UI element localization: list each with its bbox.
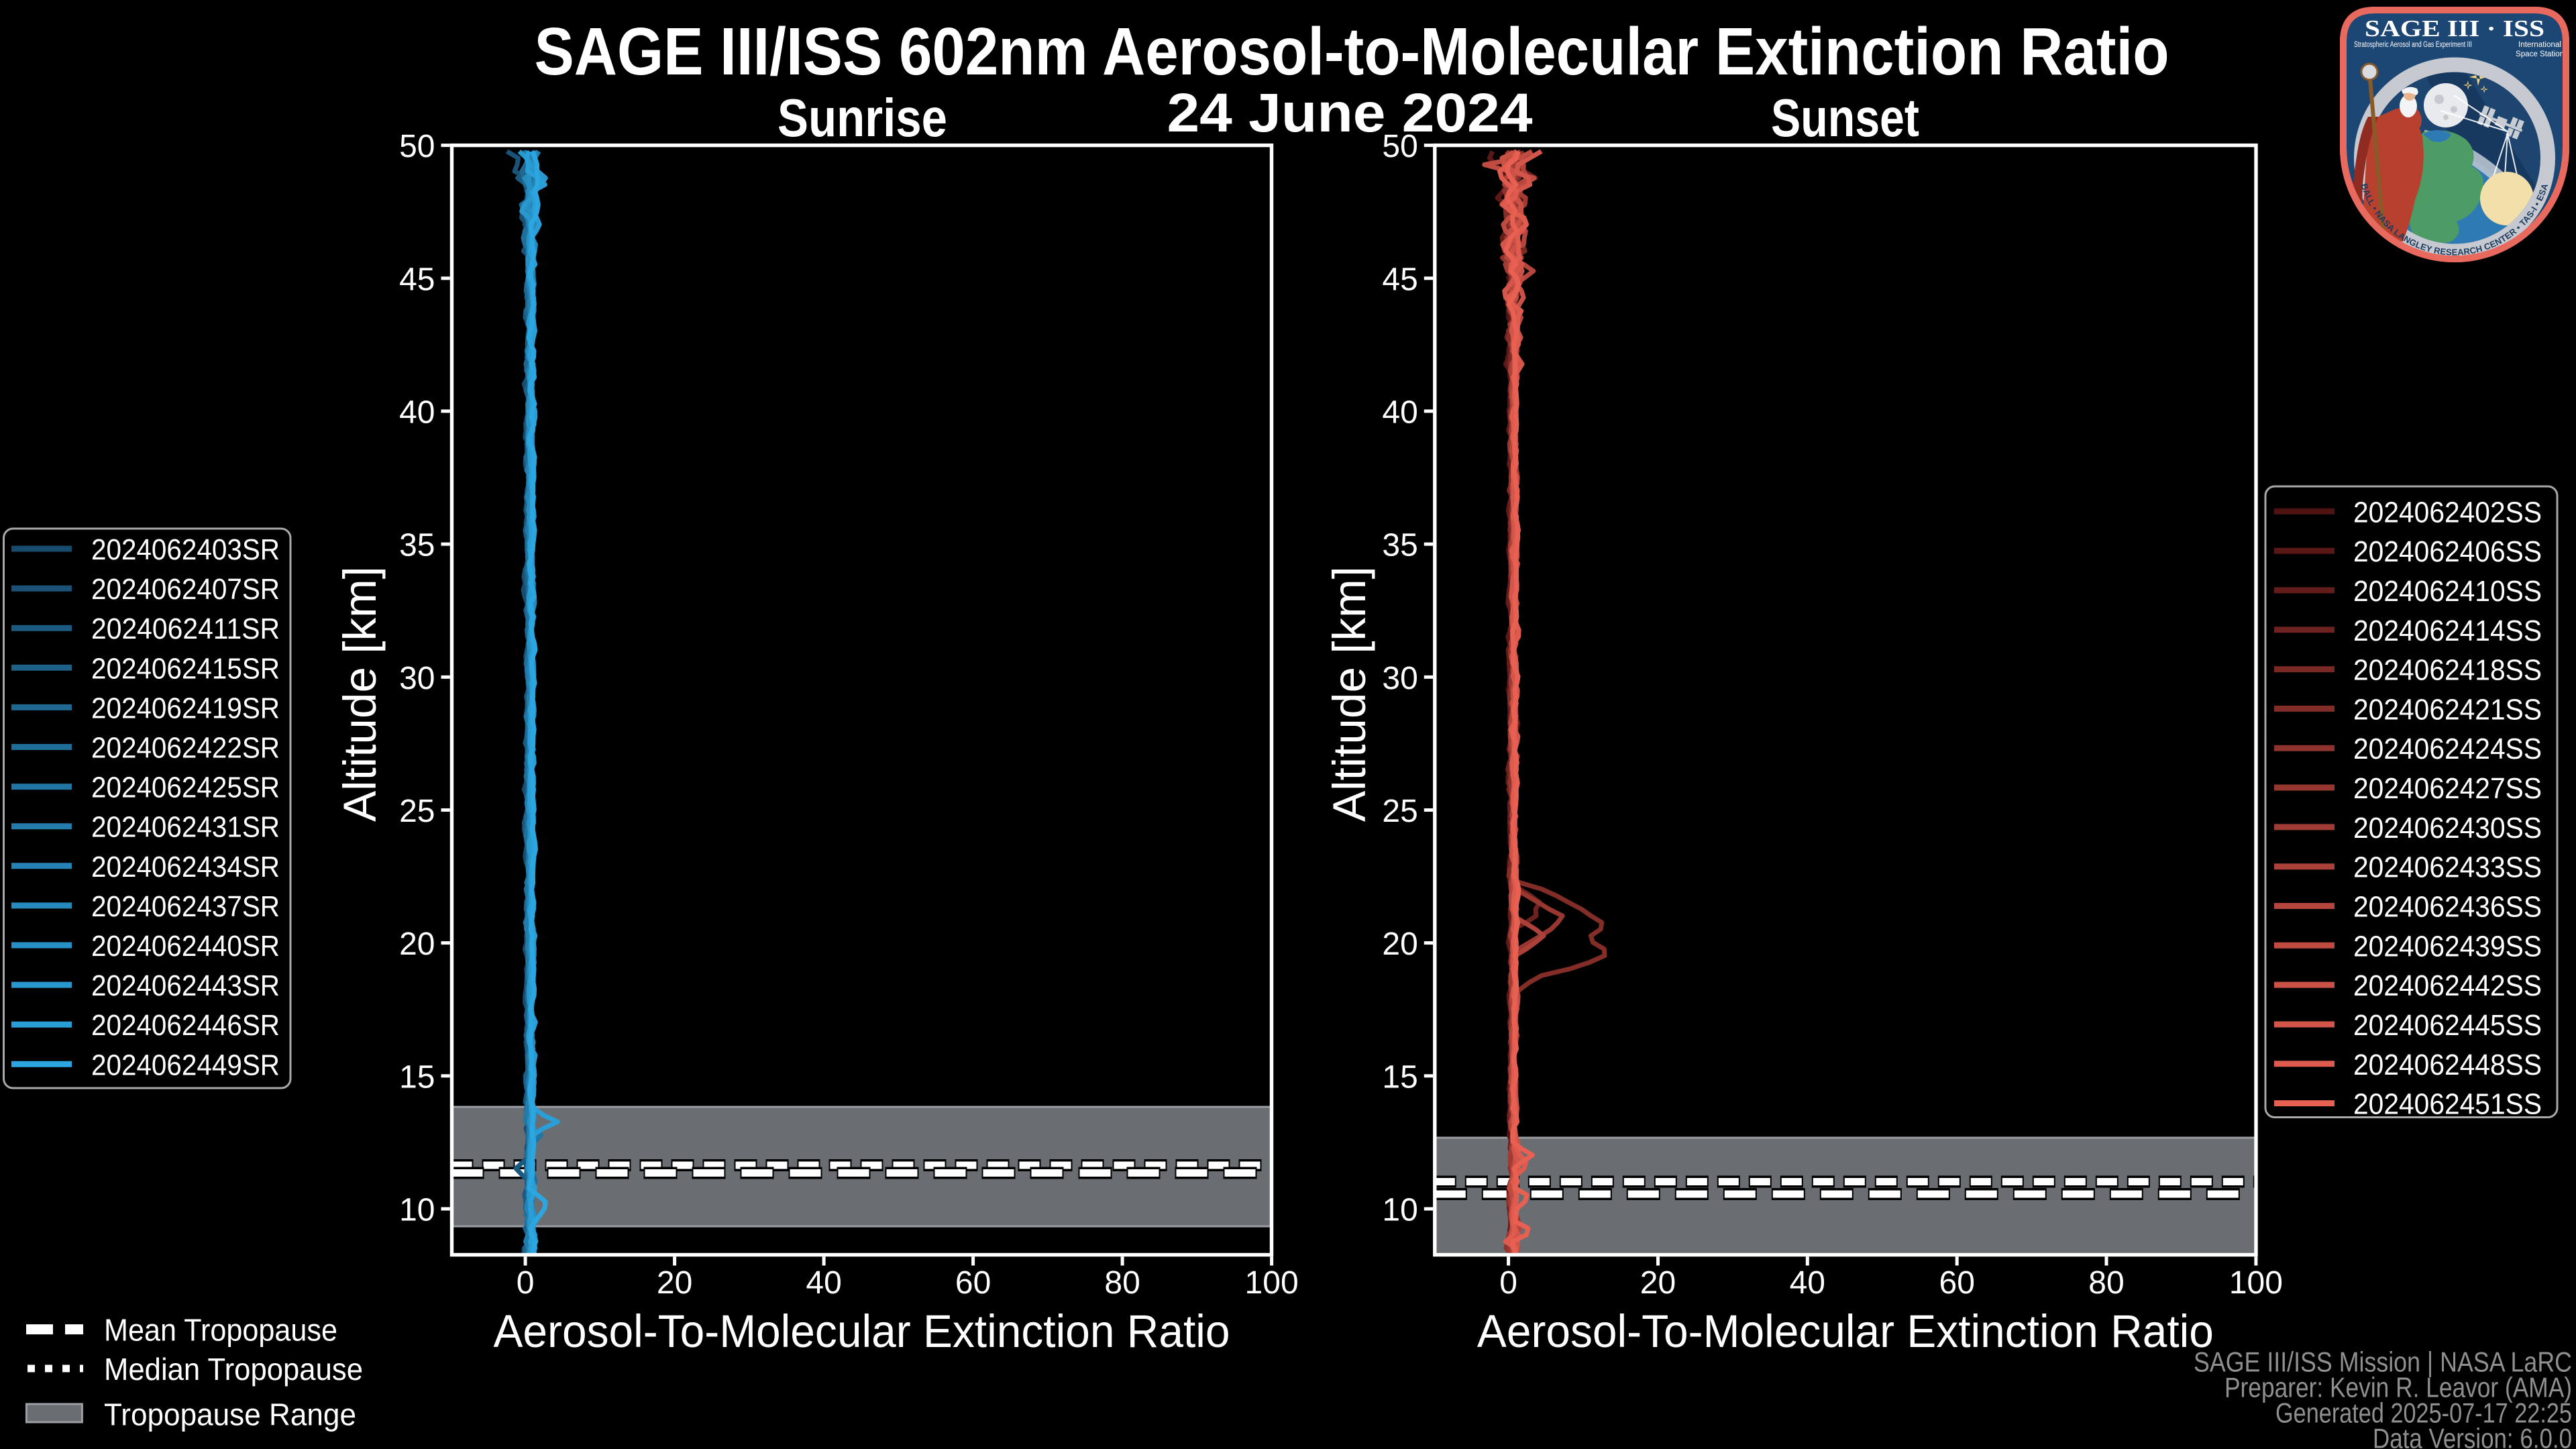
svg-text:40: 40: [1382, 394, 1417, 430]
svg-text:0: 0: [517, 1265, 535, 1301]
svg-text:35: 35: [1382, 528, 1417, 564]
svg-text:50: 50: [1382, 129, 1417, 164]
svg-text:SAGE III · ISS: SAGE III · ISS: [2365, 15, 2544, 42]
svg-text:2024062425SR: 2024062425SR: [91, 771, 280, 804]
svg-text:Mean Tropopause: Mean Tropopause: [104, 1313, 337, 1348]
svg-text:2024062451SS: 2024062451SS: [2353, 1088, 2542, 1121]
svg-text:2024062440SR: 2024062440SR: [91, 930, 280, 963]
svg-text:Preparer: Kevin R. Leavor (AMA: Preparer: Kevin R. Leavor (AMA): [2224, 1372, 2572, 1403]
svg-text:2024062403SR: 2024062403SR: [91, 533, 280, 566]
svg-text:60: 60: [1939, 1265, 1975, 1301]
svg-text:SAGE III/ISS Mission | NASA La: SAGE III/ISS Mission | NASA LaRC: [2194, 1346, 2572, 1378]
svg-text:20: 20: [399, 926, 435, 962]
svg-text:Aerosol-To-Molecular Extinctio: Aerosol-To-Molecular Extinction Ratio: [494, 1305, 1230, 1357]
svg-text:40: 40: [399, 394, 435, 430]
svg-text:100: 100: [2229, 1265, 2283, 1301]
svg-text:Sunrise: Sunrise: [777, 88, 947, 148]
svg-text:2024062427SS: 2024062427SS: [2353, 772, 2542, 805]
svg-text:2024062424SS: 2024062424SS: [2353, 733, 2542, 765]
svg-text:40: 40: [806, 1265, 841, 1301]
svg-text:2024062442SS: 2024062442SS: [2353, 969, 2542, 1002]
svg-text:2024062415SR: 2024062415SR: [91, 652, 280, 685]
svg-text:0: 0: [1499, 1265, 1517, 1301]
svg-text:2024062402SS: 2024062402SS: [2353, 496, 2542, 529]
svg-text:2024062437SR: 2024062437SR: [91, 890, 280, 923]
svg-text:Aerosol-To-Molecular Extinctio: Aerosol-To-Molecular Extinction Ratio: [1477, 1305, 2214, 1357]
svg-text:2024062411SR: 2024062411SR: [91, 612, 280, 645]
svg-text:2024062422SR: 2024062422SR: [91, 732, 280, 765]
svg-text:2024062406SS: 2024062406SS: [2353, 535, 2542, 568]
svg-text:2024062433SS: 2024062433SS: [2353, 851, 2542, 884]
svg-text:15: 15: [399, 1059, 435, 1095]
svg-text:40: 40: [1790, 1265, 1825, 1301]
svg-text:2024062449SR: 2024062449SR: [91, 1049, 280, 1081]
svg-text:International: International: [2518, 41, 2561, 49]
svg-text:Altitude [km]: Altitude [km]: [1324, 566, 1375, 822]
svg-text:Data Version: 6.0.0: Data Version: 6.0.0: [2373, 1423, 2572, 1449]
svg-text:60: 60: [955, 1265, 991, 1301]
svg-text:50: 50: [399, 129, 435, 164]
svg-text:Generated 2025-07-17 22:25: Generated 2025-07-17 22:25: [2275, 1397, 2572, 1429]
svg-text:2024062419SR: 2024062419SR: [91, 692, 280, 724]
svg-text:2024062446SR: 2024062446SR: [91, 1009, 280, 1042]
svg-text:80: 80: [1104, 1265, 1140, 1301]
svg-text:2024062407SR: 2024062407SR: [91, 573, 280, 606]
svg-text:2024062414SS: 2024062414SS: [2353, 614, 2542, 647]
svg-text:10: 10: [1382, 1193, 1417, 1228]
svg-text:Median Tropopause: Median Tropopause: [104, 1352, 363, 1387]
svg-text:15: 15: [1382, 1059, 1417, 1095]
svg-text:Altitude [km]: Altitude [km]: [334, 566, 386, 822]
svg-text:30: 30: [399, 661, 435, 696]
svg-text:30: 30: [1382, 661, 1417, 696]
svg-text:2024062443SR: 2024062443SR: [91, 969, 280, 1002]
svg-text:24 June 2024: 24 June 2024: [1167, 83, 1533, 144]
svg-text:10: 10: [399, 1193, 435, 1228]
svg-text:100: 100: [1245, 1265, 1299, 1301]
svg-text:Sunset: Sunset: [1771, 88, 1919, 148]
svg-text:2024062434SR: 2024062434SR: [91, 851, 280, 883]
svg-text:2024062410SS: 2024062410SS: [2353, 575, 2542, 608]
svg-text:20: 20: [1640, 1265, 1676, 1301]
svg-text:2024062448SS: 2024062448SS: [2353, 1049, 2542, 1081]
svg-text:2024062445SS: 2024062445SS: [2353, 1009, 2542, 1042]
svg-text:Space Station: Space Station: [2516, 50, 2564, 58]
svg-text:Stratospheric Aerosol and Gas: Stratospheric Aerosol and Gas Experiment…: [2354, 41, 2472, 49]
svg-text:25: 25: [399, 794, 435, 829]
svg-text:45: 45: [399, 262, 435, 297]
svg-text:25: 25: [1382, 794, 1417, 829]
svg-text:2024062431SR: 2024062431SR: [91, 811, 280, 844]
svg-text:SAGE III/ISS 602nm Aerosol-to-: SAGE III/ISS 602nm Aerosol-to-Molecular …: [535, 14, 2169, 89]
svg-text:2024062421SS: 2024062421SS: [2353, 693, 2542, 726]
svg-text:2024062418SS: 2024062418SS: [2353, 654, 2542, 687]
svg-text:20: 20: [657, 1265, 692, 1301]
svg-text:2024062439SS: 2024062439SS: [2353, 930, 2542, 963]
svg-text:35: 35: [399, 528, 435, 564]
svg-text:20: 20: [1382, 926, 1417, 962]
svg-text:80: 80: [2088, 1265, 2124, 1301]
svg-text:2024062430SS: 2024062430SS: [2353, 812, 2542, 845]
svg-text:Tropopause Range: Tropopause Range: [104, 1397, 356, 1432]
svg-text:2024062436SS: 2024062436SS: [2353, 891, 2542, 924]
svg-text:45: 45: [1382, 262, 1417, 297]
